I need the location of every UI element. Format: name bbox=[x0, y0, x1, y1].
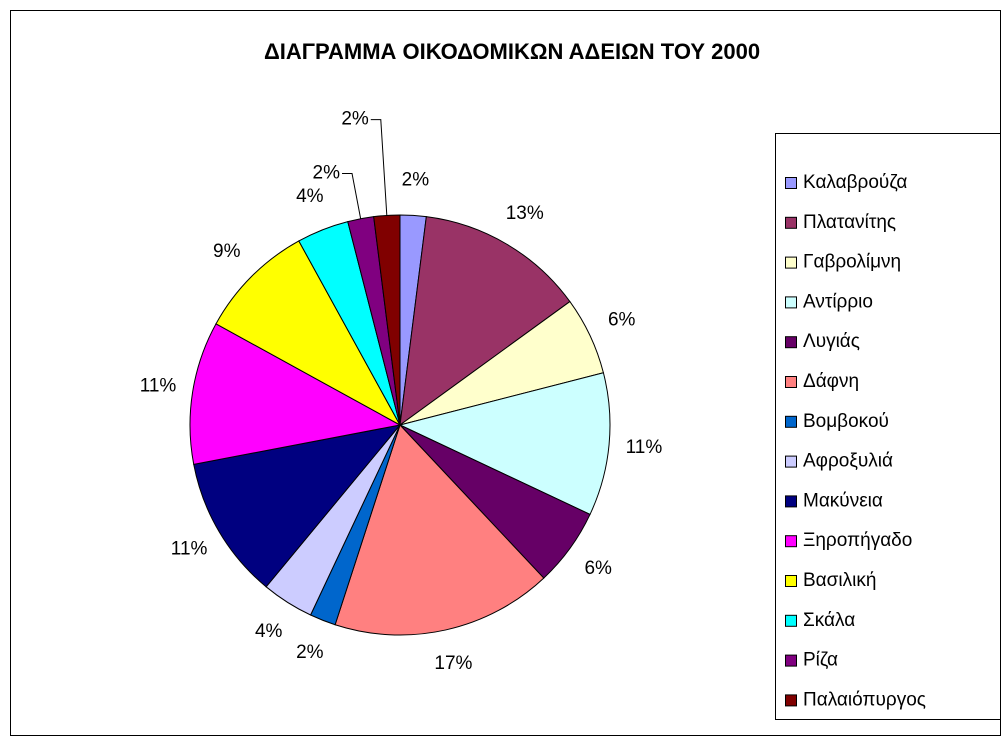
legend-label: Αντίρριο bbox=[803, 291, 873, 312]
data-label: 6% bbox=[584, 558, 612, 579]
data-label: 2% bbox=[402, 169, 430, 190]
legend-swatch bbox=[785, 376, 797, 388]
pie-slice bbox=[334, 424, 545, 636]
data-label: 6% bbox=[608, 310, 636, 331]
legend-swatch bbox=[785, 177, 797, 189]
legend-label: Δάφνη bbox=[803, 371, 859, 392]
data-label: 9% bbox=[213, 241, 241, 262]
pie-slice bbox=[399, 216, 571, 427]
legend-swatch bbox=[785, 694, 797, 707]
legend-label: Λυγιάς bbox=[803, 331, 860, 352]
legend-swatch bbox=[785, 535, 797, 548]
legend-label: Γαβρολίμνη bbox=[803, 252, 901, 273]
legend-swatch bbox=[785, 654, 797, 667]
data-label: 11% bbox=[171, 539, 208, 560]
leader-line bbox=[370, 119, 388, 216]
legend-swatch bbox=[785, 455, 797, 468]
legend-box bbox=[775, 133, 1001, 720]
pie-slice bbox=[193, 424, 402, 588]
data-label: 2% bbox=[341, 109, 369, 130]
legend-swatch bbox=[785, 415, 797, 428]
legend-label: Μακύνεια bbox=[803, 490, 883, 511]
data-label: 4% bbox=[296, 186, 324, 207]
pie-slice bbox=[189, 323, 402, 465]
leader-line bbox=[342, 173, 362, 219]
data-label: 11% bbox=[140, 376, 177, 397]
legend-label: Ρίζα bbox=[803, 650, 838, 671]
legend-swatch bbox=[785, 216, 797, 229]
data-label: 11% bbox=[626, 437, 663, 458]
data-label: 13% bbox=[506, 203, 544, 224]
legend-label: Ξηροπήγαδο bbox=[803, 530, 912, 551]
legend-swatch bbox=[785, 256, 797, 269]
legend-label: Σκάλα bbox=[803, 610, 855, 631]
legend-swatch bbox=[785, 575, 797, 587]
legend-label: Πλατανίτης bbox=[803, 212, 896, 233]
data-label: 17% bbox=[434, 653, 472, 674]
data-label: 2% bbox=[313, 163, 341, 184]
pie-slice bbox=[373, 214, 401, 426]
pie-slice bbox=[398, 372, 611, 516]
legend-label: Βομβοκού bbox=[803, 411, 889, 432]
data-label: 2% bbox=[296, 642, 324, 663]
legend-label: Αφροξυλιά bbox=[803, 451, 893, 472]
legend-swatch bbox=[785, 614, 797, 627]
pie-slice bbox=[215, 240, 402, 427]
legend-swatch bbox=[785, 296, 797, 309]
data-label: 4% bbox=[255, 621, 283, 642]
legend-swatch bbox=[785, 495, 797, 508]
legend-swatch bbox=[785, 336, 797, 349]
legend-label: Παλαιόπυργος bbox=[803, 689, 926, 710]
legend-label: Καλαβρούζα bbox=[803, 172, 907, 193]
chart-title: ΔΙΑΓΡΑΜΜΑ ΟΙΚΟΔΟΜΙΚΩΝ ΑΔΕΙΩΝ ΤΟΥ 2000 bbox=[264, 39, 760, 64]
legend-label: Βασιλική bbox=[803, 570, 876, 591]
